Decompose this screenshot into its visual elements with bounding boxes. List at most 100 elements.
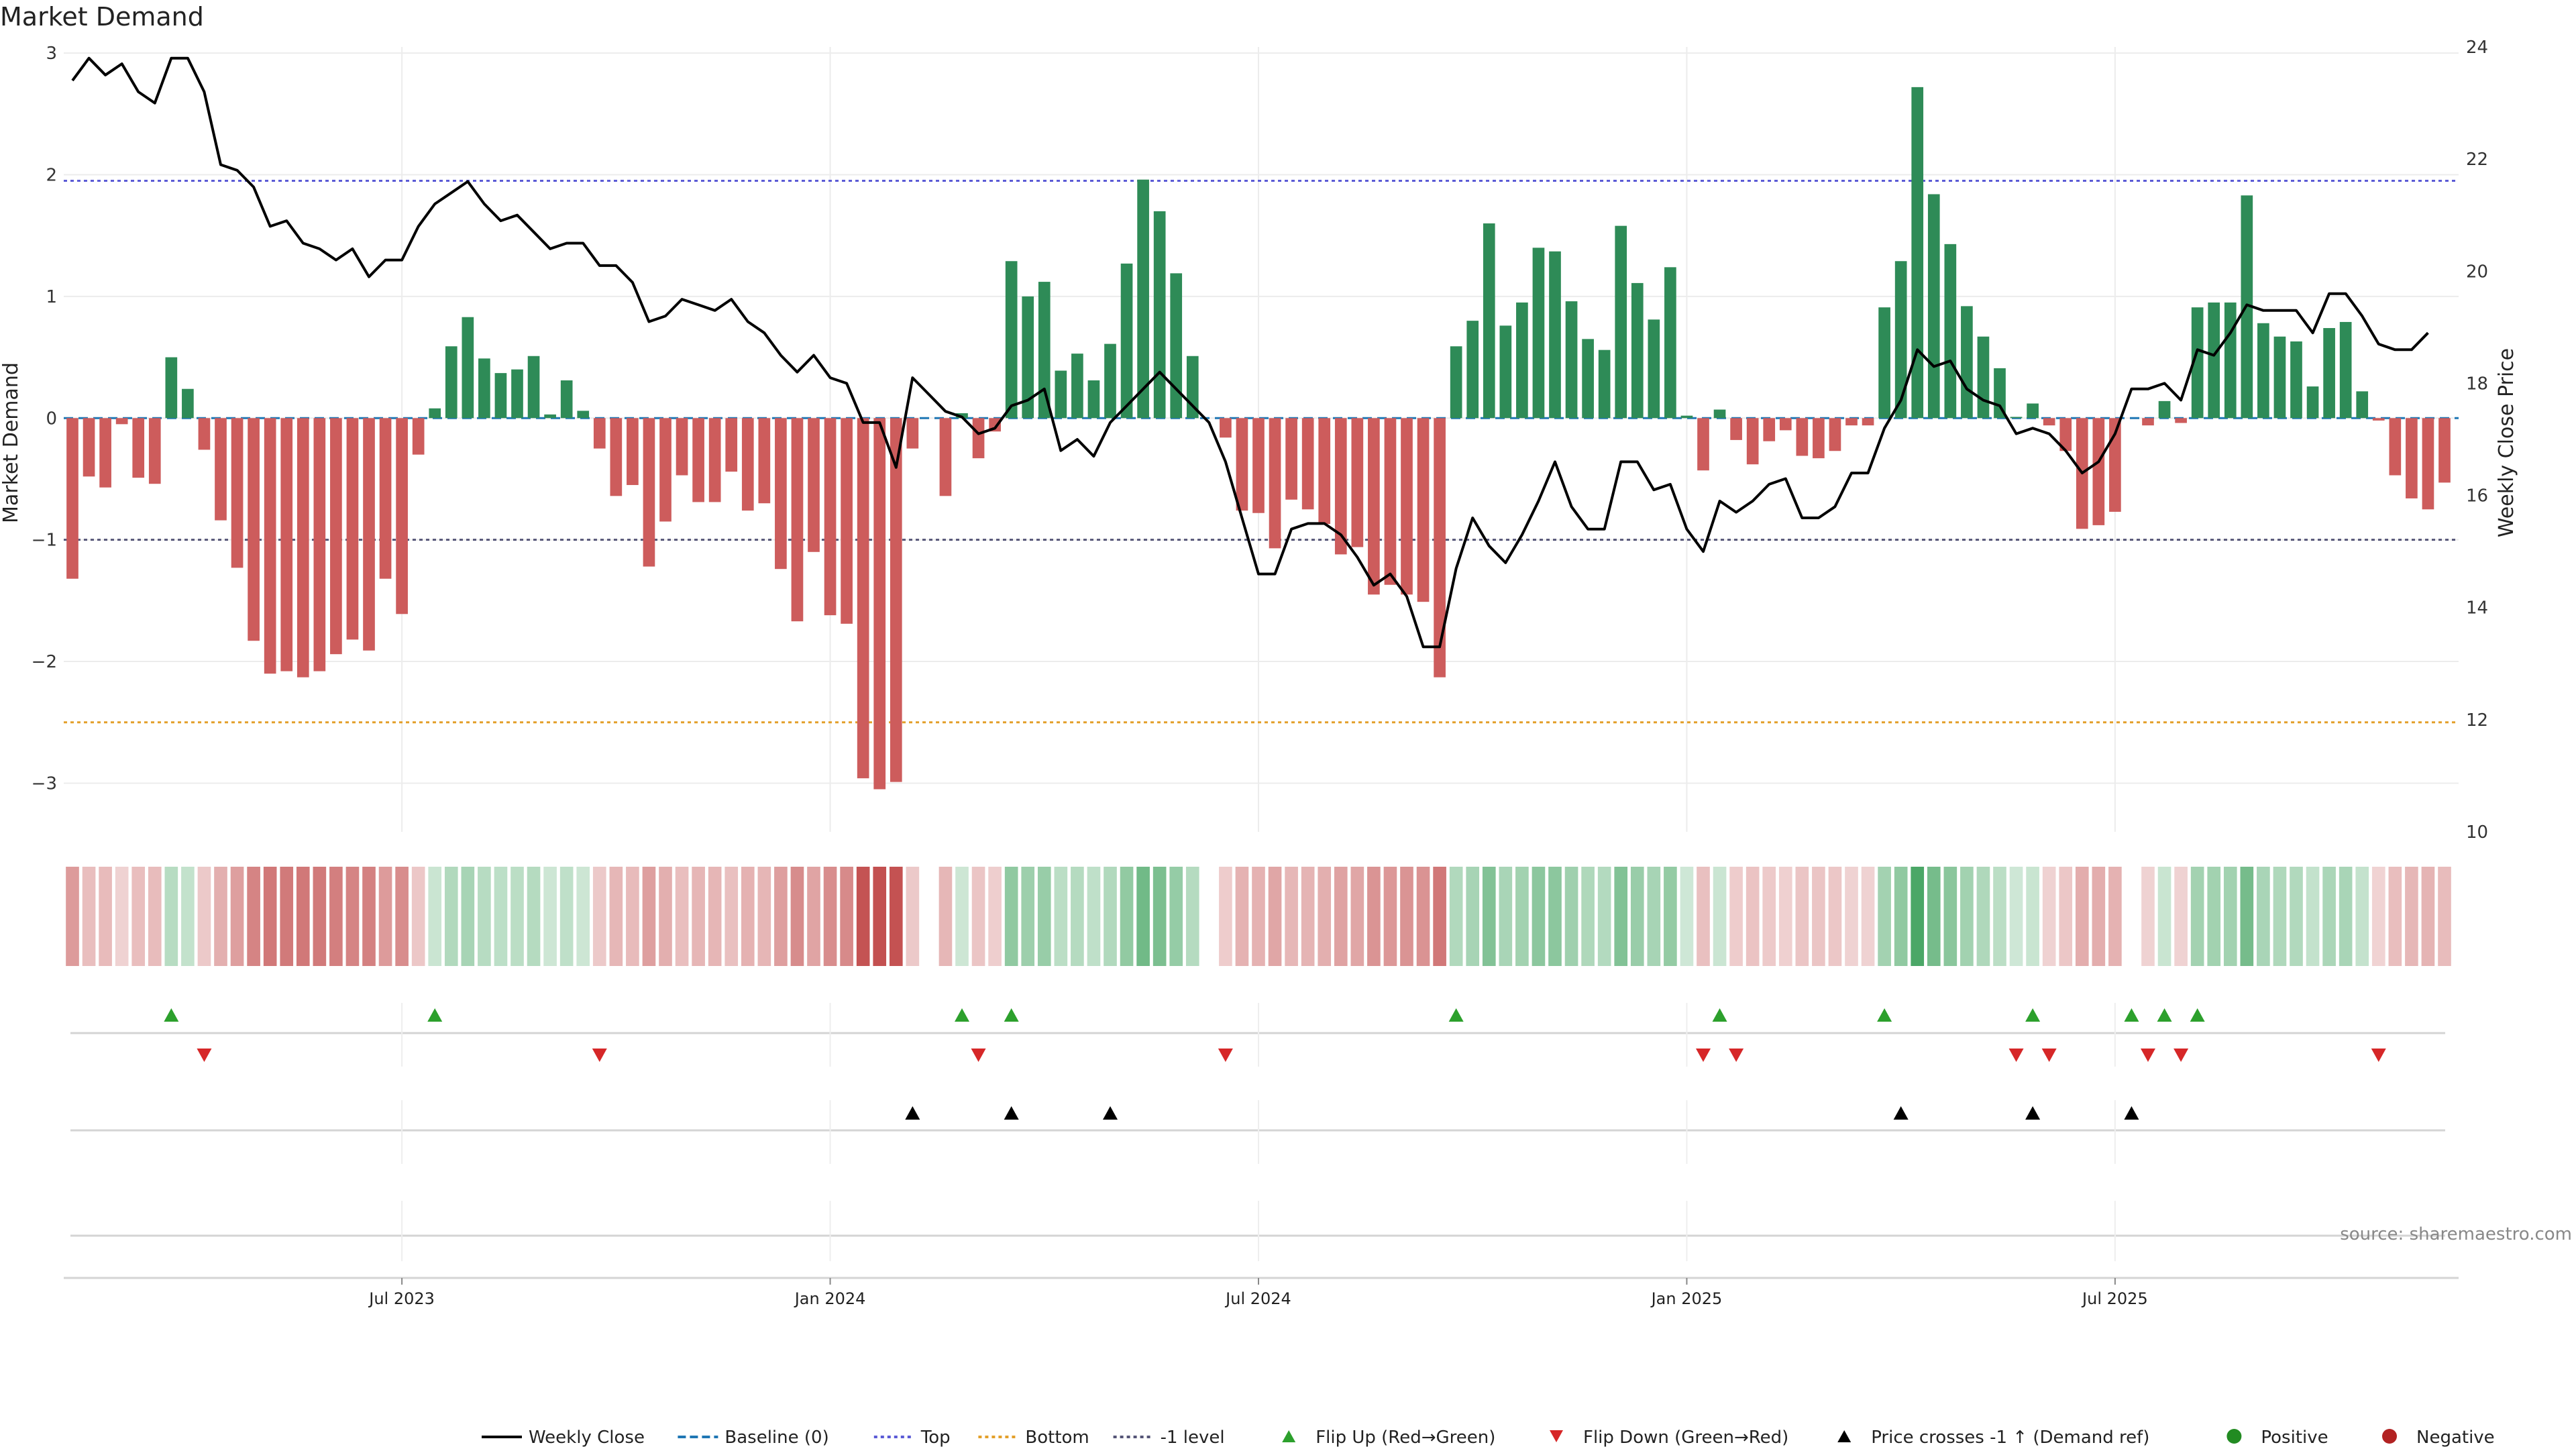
legend-swatch	[2382, 1429, 2397, 1444]
demand-bar	[1697, 418, 1709, 471]
flip-down-marker	[592, 1049, 607, 1062]
y2-tick-label: 22	[2466, 150, 2488, 170]
demand-heat-strip	[66, 867, 2451, 966]
strip-cell	[1203, 867, 1216, 966]
strip-cell	[1993, 867, 2006, 966]
strip-cell	[296, 867, 310, 966]
strip-cell	[2240, 867, 2254, 966]
demand-bar	[1087, 380, 1100, 419]
strip-cell	[1812, 867, 1825, 966]
y-tick-label: −2	[32, 652, 57, 672]
demand-bar	[527, 356, 540, 419]
strip-cell	[280, 867, 294, 966]
strip-cell	[2339, 867, 2353, 966]
demand-bar	[593, 418, 606, 449]
strip-cell	[938, 867, 953, 966]
strip-cell	[922, 867, 936, 966]
demand-bar	[1285, 418, 1297, 500]
strip-cell	[2207, 867, 2221, 966]
demand-bar	[2323, 328, 2335, 419]
strip-cell	[2009, 867, 2023, 966]
y2-tick-label: 12	[2466, 710, 2488, 731]
strip-cell	[1597, 867, 1611, 966]
demand-bar	[231, 418, 244, 568]
legend-label: Bottom	[1025, 1428, 1089, 1448]
legend-label: Baseline (0)	[724, 1428, 828, 1448]
strip-cell	[2042, 867, 2056, 966]
flip-up-marker	[1004, 1008, 1019, 1022]
demand-bar	[544, 414, 556, 419]
weekly-close-series	[71, 56, 2429, 649]
legend-label: Positive	[2261, 1428, 2328, 1448]
demand-bar	[1434, 418, 1446, 678]
strip-cell	[1152, 867, 1167, 966]
demand-bar	[2059, 418, 2072, 451]
strip-cell	[1697, 867, 1710, 966]
legend-item: Weekly Close	[482, 1428, 645, 1448]
strip-cell	[906, 867, 920, 966]
demand-bar	[1417, 418, 1430, 602]
demand-bar	[758, 418, 771, 504]
flip-down-marker	[2041, 1049, 2057, 1062]
strip-cell	[1185, 867, 1199, 966]
strip-cell	[1318, 867, 1332, 966]
strip-cell	[164, 867, 178, 966]
demand-bar	[2092, 418, 2105, 525]
legend-label: Weekly Close	[529, 1428, 645, 1448]
strip-cell	[971, 867, 985, 966]
strip-cell	[2388, 867, 2402, 966]
strip-cell	[1285, 867, 1298, 966]
demand-bar	[1680, 415, 1693, 419]
strip-cell	[988, 867, 1002, 966]
demand-bar	[659, 418, 672, 522]
demand-bar	[1301, 418, 1314, 510]
strip-cell	[345, 867, 360, 966]
demand-bar	[2142, 418, 2154, 426]
demand-bar	[2010, 417, 2023, 419]
strip-cell	[675, 867, 689, 966]
demand-bar	[791, 418, 804, 622]
flip-up-marker	[2025, 1008, 2041, 1022]
strip-cell	[1614, 867, 1628, 966]
strip-cell	[1400, 867, 1413, 966]
demand-bar	[1813, 418, 1825, 459]
y-tick-label: 0	[46, 409, 57, 429]
demand-bar	[445, 346, 458, 419]
flip-up-marker	[164, 1008, 179, 1022]
strip-cell	[2306, 867, 2320, 966]
strip-cell	[2438, 867, 2451, 966]
strip-cell	[609, 867, 623, 966]
demand-bar	[808, 418, 820, 552]
strip-cell	[1845, 867, 1858, 966]
strip-cell	[99, 867, 112, 966]
strip-cell	[478, 867, 491, 966]
demand-bar	[2191, 307, 2204, 419]
flip-up-marker	[1712, 1008, 1727, 1022]
demand-bar	[198, 418, 211, 450]
price-cross-marker	[2124, 1106, 2139, 1120]
demand-bar	[1055, 370, 1067, 419]
legend-label: Negative	[2416, 1428, 2495, 1448]
strip-cell	[1762, 867, 1776, 966]
strip-cell	[856, 867, 870, 966]
demand-bar	[1022, 296, 1034, 419]
demand-bar	[1862, 418, 1874, 426]
demand-bar	[2406, 418, 2418, 498]
demand-bar	[1631, 282, 1644, 419]
demand-bar	[1516, 302, 1528, 419]
price-cross-marker	[1893, 1106, 1909, 1120]
demand-bar	[841, 418, 853, 624]
strip-cell	[214, 867, 227, 966]
demand-bar	[280, 418, 293, 672]
demand-bar	[2306, 386, 2319, 419]
strip-cell	[247, 867, 260, 966]
demand-bar	[1763, 418, 1776, 441]
demand-bar	[1499, 325, 1512, 419]
strip-cell	[1778, 867, 1792, 966]
strip-cell	[263, 867, 277, 966]
demand-bar	[248, 418, 260, 641]
demand-bar	[215, 418, 227, 521]
strip-cell	[1630, 867, 1644, 966]
strip-cell	[2371, 867, 2385, 966]
strip-cell	[411, 867, 425, 966]
